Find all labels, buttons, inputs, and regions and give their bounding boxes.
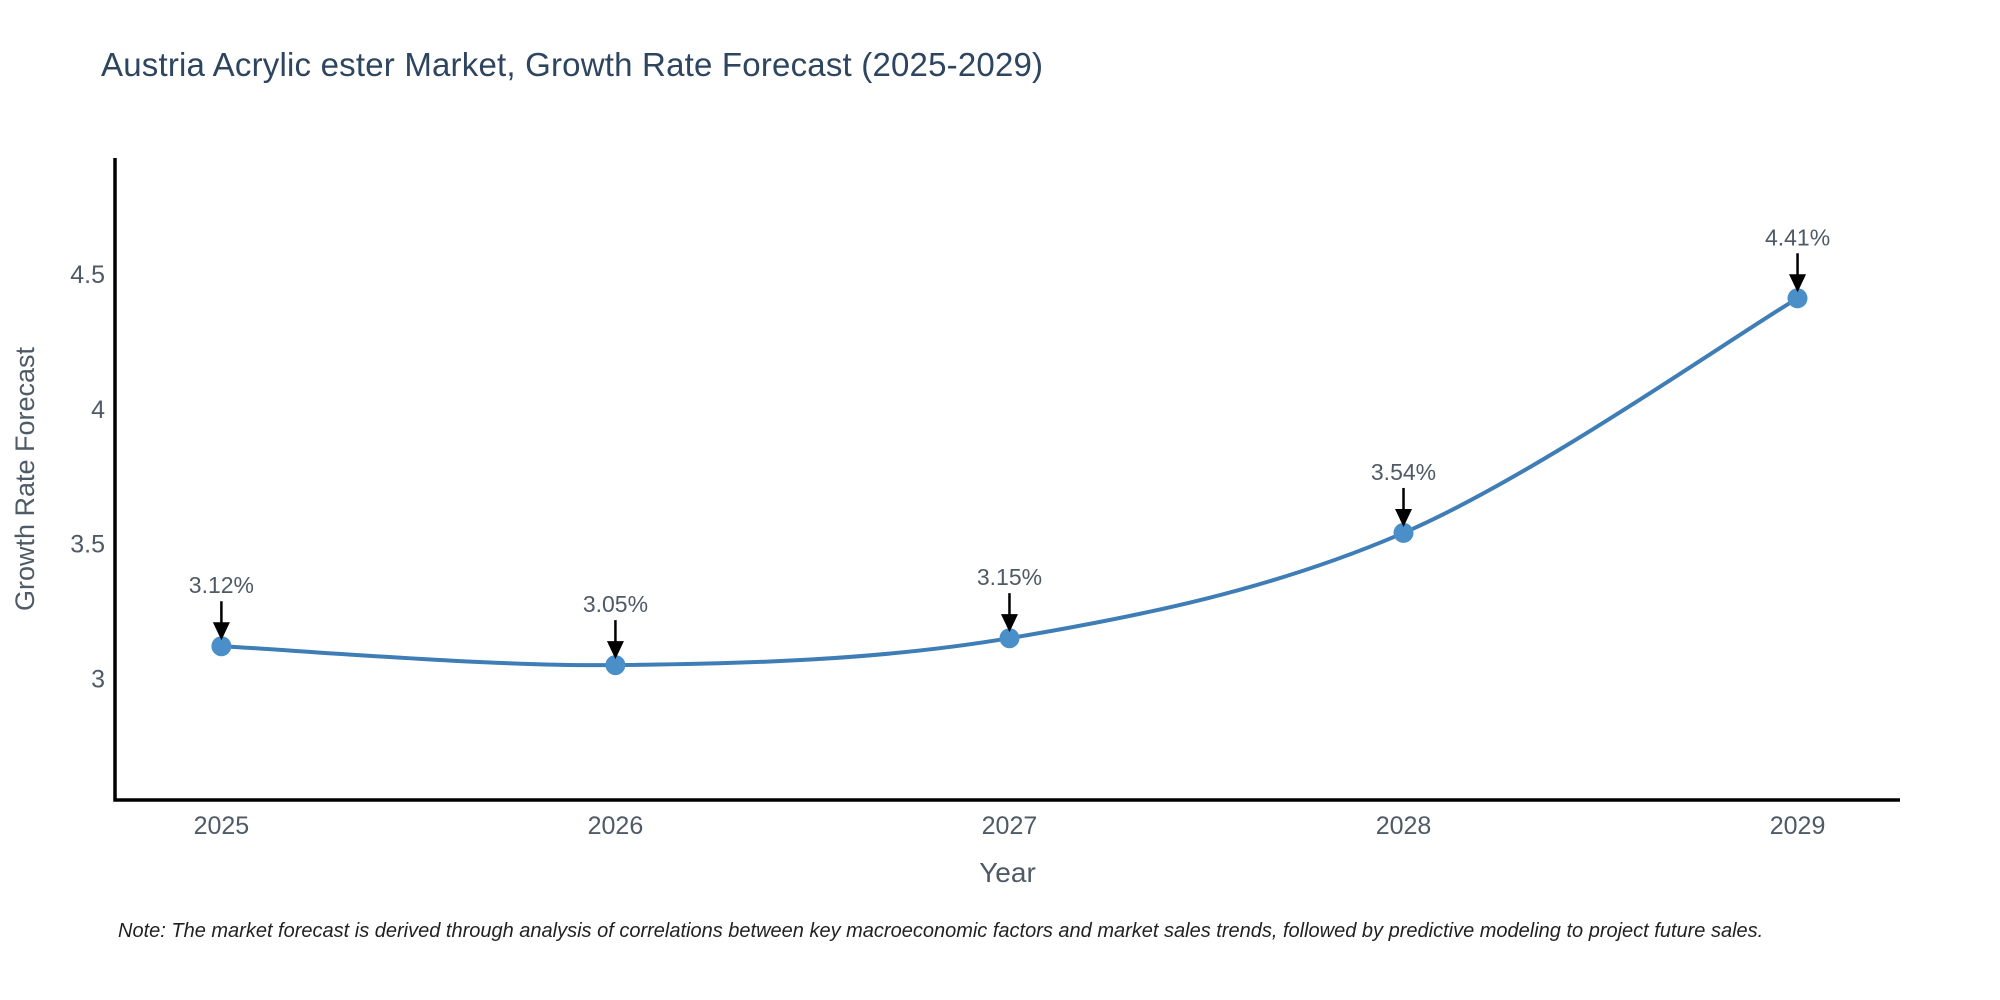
x-tick-label: 2025 [194,812,250,840]
chart-note: Note: The market forecast is derived thr… [118,920,1764,942]
annotation-arrowhead [1000,614,1018,633]
annotation-label: 3.12% [189,572,254,598]
annotation-arrowhead [1789,274,1807,293]
chart-title: Austria Acrylic ester Market, Growth Rat… [101,46,1044,83]
y-tick-label: 4.5 [70,261,105,289]
data-point-marker [1787,288,1808,309]
data-point-marker [999,628,1020,649]
annotation-label: 3.54% [1371,459,1436,485]
annotation-label: 3.05% [583,591,648,617]
x-axis-title: Year [979,857,1036,888]
data-point-marker [211,636,232,657]
axis-lines [113,158,1900,802]
annotation-label: 3.15% [977,564,1042,590]
data-point-marker [1393,522,1414,543]
annotation-label: 4.41% [1765,224,1830,250]
x-tick-label: 2028 [1376,812,1432,840]
annotation-arrowhead [212,622,230,641]
y-tick-label: 4 [91,396,105,424]
annotation-arrowhead [606,641,624,660]
data-point-marker [605,655,626,676]
y-tick-label: 3 [91,666,105,694]
y-axis-title: Growth Rate Forecast [10,346,40,611]
x-tick-label: 2029 [1770,812,1826,840]
annotation-arrowhead [1395,508,1413,527]
y-tick-label: 3.5 [70,531,105,559]
x-tick-label: 2027 [982,812,1038,840]
x-tick-label: 2026 [588,812,644,840]
